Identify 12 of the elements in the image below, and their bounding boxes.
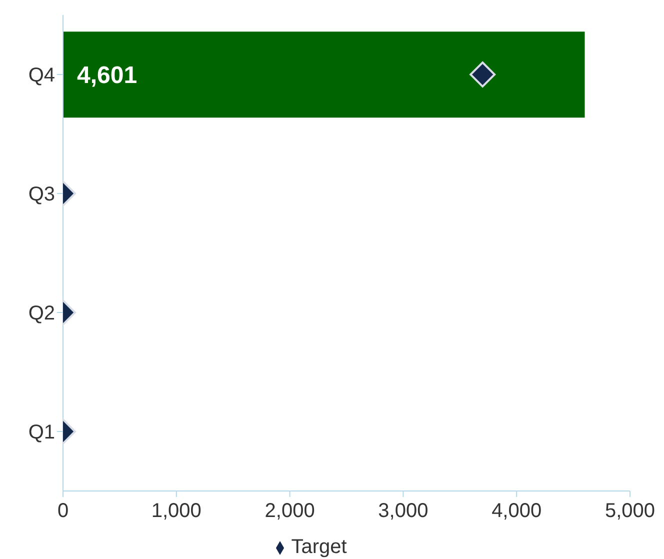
data-label: 4,601 bbox=[77, 62, 138, 90]
y-tick-label: Q3 bbox=[28, 184, 55, 206]
x-tick-label: 2,000 bbox=[264, 500, 315, 522]
x-tick-label: 5,000 bbox=[604, 500, 656, 522]
x-tick-label: 4,000 bbox=[492, 500, 542, 522]
y-tick-label: Q2 bbox=[28, 302, 55, 325]
x-tick-label: 3,000 bbox=[378, 500, 428, 522]
legend-label: Target bbox=[291, 536, 347, 558]
y-tick-label: Q1 bbox=[28, 422, 55, 444]
y-tick-label: Q4 bbox=[28, 64, 55, 87]
x-tick-label: 0 bbox=[57, 500, 69, 522]
x-tick-label: 1,000 bbox=[151, 500, 202, 522]
